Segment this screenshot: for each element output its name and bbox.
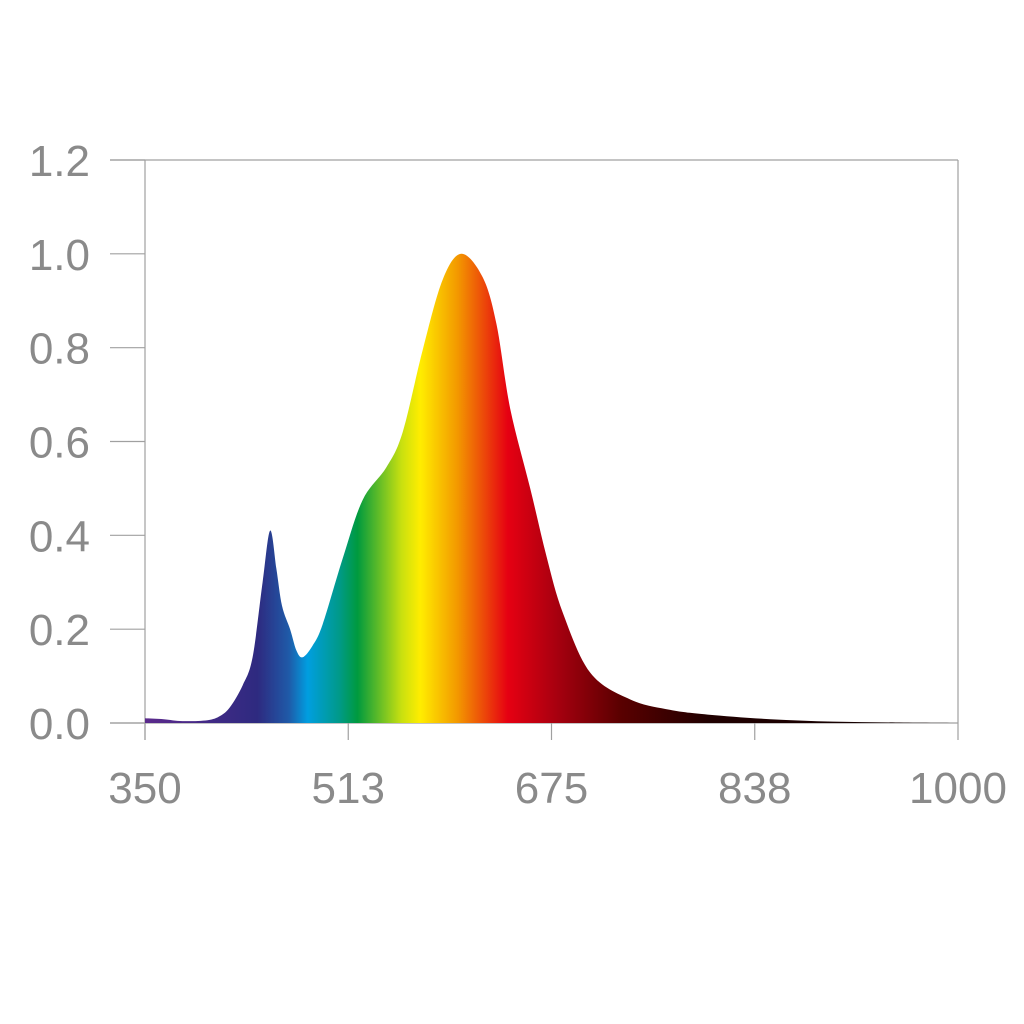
y-axis: 0.0 0.2 0.4 0.6 0.8 1.0 1.2: [29, 137, 145, 749]
y-tick-label: 1.2: [29, 137, 90, 186]
y-tick-label: 0.6: [29, 419, 90, 468]
y-tick-label: 0.4: [29, 512, 90, 561]
x-tick-label: 675: [515, 764, 588, 813]
x-tick-label: 350: [108, 764, 181, 813]
y-tick-label: 0.0: [29, 700, 90, 749]
x-axis: 350 513 675 838 1000: [108, 723, 1007, 813]
x-tick-label: 838: [718, 764, 791, 813]
y-tick-label: 0.2: [29, 606, 90, 655]
x-tick-label: 1000: [909, 764, 1007, 813]
y-tick-label: 1.0: [29, 231, 90, 280]
x-tick-label: 513: [312, 764, 385, 813]
spectrum-area: [145, 253, 958, 724]
y-tick-label: 0.8: [29, 325, 90, 374]
